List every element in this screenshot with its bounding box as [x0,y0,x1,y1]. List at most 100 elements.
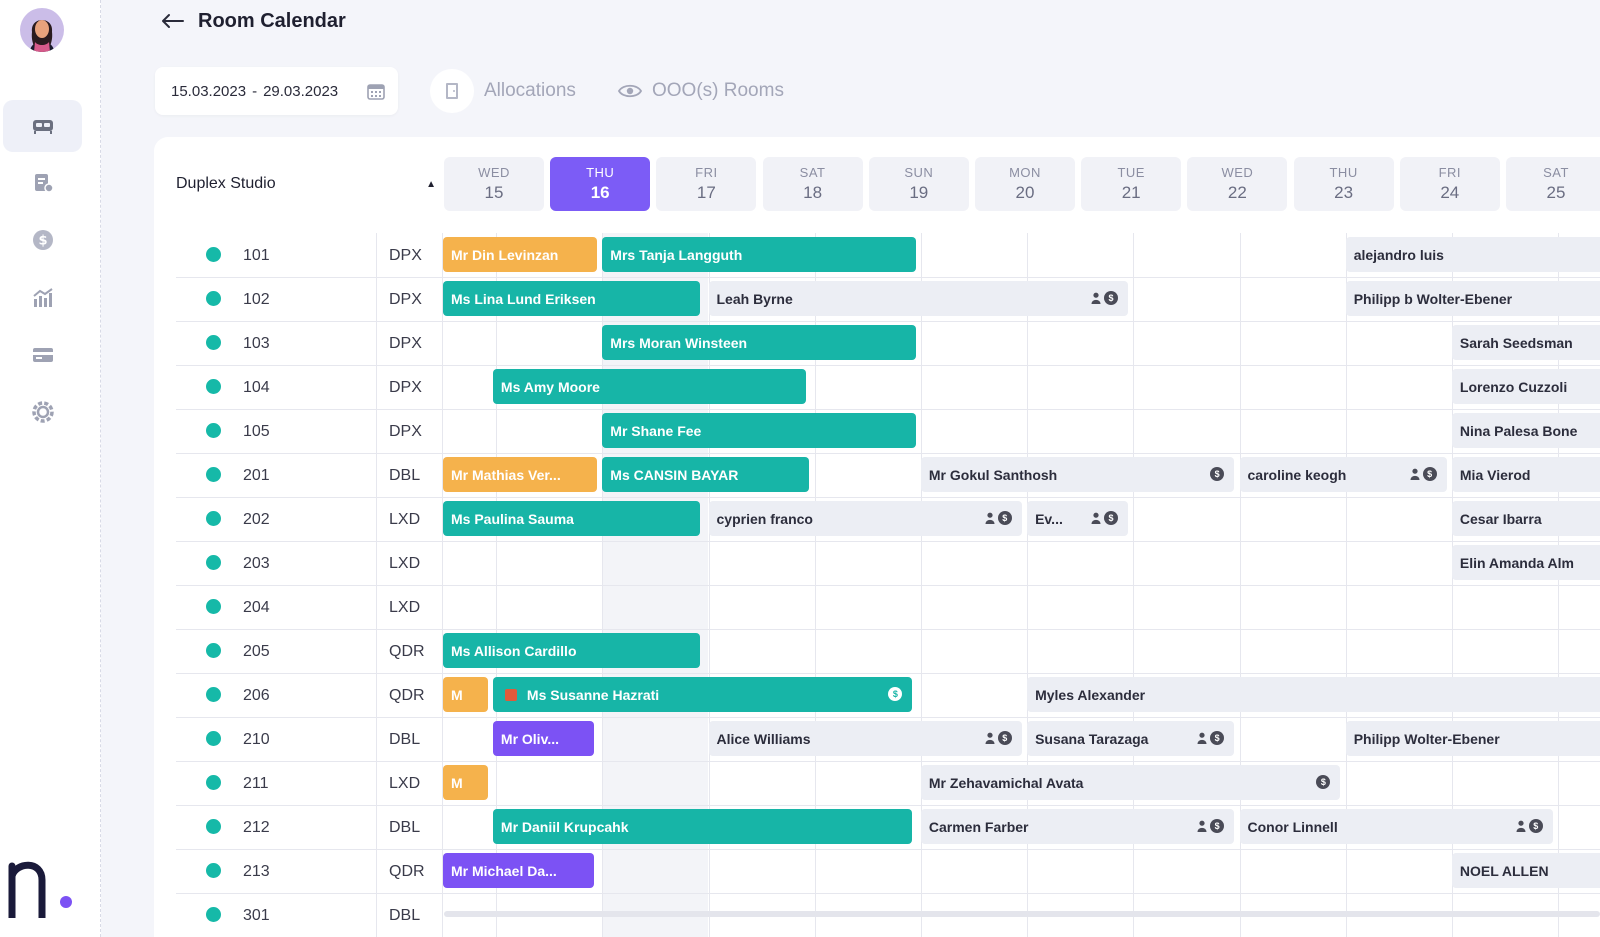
booking-bar[interactable]: M [443,765,488,800]
booking-bar[interactable]: Myles Alexander [1027,677,1600,712]
ooo-rooms-button[interactable]: OOO(s) Rooms [618,68,784,114]
booking-bar[interactable]: Ms CANSIN BAYAR [602,457,810,492]
booking-bar[interactable]: Ev... $ [1027,501,1128,536]
day-of-week: THU [586,165,615,180]
nav-reservations[interactable] [3,157,82,209]
booking-bar[interactable]: cyprien franco $ [708,501,1022,536]
day-number: 15 [484,183,504,202]
day-header-18[interactable]: SAT 18 [762,157,863,211]
day-of-week: WED [1221,165,1254,180]
room-row[interactable]: 205 QDR [176,629,442,673]
room-row[interactable]: 102 DPX [176,277,442,321]
booking-bar[interactable]: Alice Williams $ [708,721,1022,756]
room-type-selector[interactable]: Duplex Studio ▲ [176,175,436,193]
nav-payments[interactable] [3,329,82,381]
room-number: 206 [243,687,270,704]
booking-bar[interactable]: Cesar Ibarra [1451,501,1600,536]
booking-bar[interactable]: Carmen Farber $ [920,809,1235,844]
day-header-24[interactable]: FRI 24 [1399,157,1500,211]
booking-icons: $ [1316,775,1331,789]
room-code: LXD [389,599,421,616]
back-arrow-icon[interactable] [160,11,186,31]
room-row[interactable]: 211 LXD [176,761,442,805]
booking-bar[interactable]: Leah Byrne $ [708,281,1128,316]
booking-bar[interactable]: Philipp Wolter-Ebener [1345,721,1600,756]
booking-bar[interactable]: Mrs Moran Winsteen [602,325,916,360]
row-divider [176,629,1600,630]
room-status-dot [206,555,221,570]
booking-bar[interactable]: caroline keogh $ [1239,457,1447,492]
bed-icon [32,120,53,134]
room-status-dot [206,643,221,658]
booking-bar[interactable]: Mr Mathias Ver... [443,457,597,492]
booking-bar[interactable]: Mr Din Levinzan [443,237,597,272]
sidebar: $ [0,0,101,937]
room-row[interactable]: 201 DBL [176,453,442,497]
calendar-panel: Duplex Studio ▲ WED 15 THU 16 FRI 17 SAT 18 SUN 1… [154,137,1600,937]
booking-bar[interactable]: Philipp b Wolter-Ebener [1345,281,1600,316]
date-range-picker[interactable]: 15.03.2023 - 29.03.2023 [155,67,398,115]
room-row[interactable]: 210 DBL [176,717,442,761]
booking-bar[interactable]: Mr Daniil Krupcahk [492,809,913,844]
room-status-dot [206,731,221,746]
booking-bar[interactable]: Mrs Tanja Langguth [602,237,916,272]
booking-bar[interactable]: Elin Amanda Alm [1451,545,1600,580]
nav-settings[interactable] [3,386,82,438]
date-from: 15.03.2023 [171,82,247,100]
booking-bar[interactable]: Ms Allison Cardillo [443,633,700,668]
room-status-dot [206,599,221,614]
room-row[interactable]: 213 QDR [176,849,442,893]
booking-bar[interactable]: Mr Michael Da... [443,853,594,888]
payment-icon: $ [1103,511,1118,525]
room-row[interactable]: 212 DBL [176,805,442,849]
room-row[interactable]: 202 LXD [176,497,442,541]
booking-bar[interactable]: alejandro luis [1345,237,1600,272]
allocations-button[interactable]: Allocations [430,68,576,114]
room-code: DBL [389,731,421,748]
person-icon [1516,820,1526,832]
day-header-16[interactable]: THU 16 [550,157,651,211]
booking-bar[interactable]: Sarah Seedsman [1451,325,1600,360]
room-row[interactable]: 204 LXD [176,585,442,629]
room-row[interactable]: 104 DPX [176,365,442,409]
booking-bar[interactable]: Mia Vierod [1451,457,1600,492]
day-header-20[interactable]: MON 20 [975,157,1075,211]
nav-reports[interactable] [3,272,82,324]
day-header-15[interactable]: WED 15 [444,157,544,211]
room-row[interactable]: 103 DPX [176,321,442,365]
booking-bar[interactable]: Susana Tarazaga $ [1027,721,1235,756]
booking-bar[interactable]: Mr Zehavamichal Avata $ [920,765,1341,800]
horizontal-scrollbar[interactable] [444,911,1600,917]
nav-billing[interactable]: $ [3,214,82,266]
room-row[interactable]: 101 DPX [176,233,442,277]
day-header-21[interactable]: TUE 21 [1081,157,1182,211]
booking-bar[interactable]: Ms Amy Moore [492,369,807,404]
day-header-23[interactable]: THU 23 [1293,157,1394,211]
nav-rooms[interactable] [3,100,82,152]
day-header-19[interactable]: SUN 19 [868,157,969,211]
day-header-22[interactable]: WED 22 [1187,157,1288,211]
booking-bar[interactable]: Conor Linnell $ [1239,809,1553,844]
booking-bar[interactable]: Ms Paulina Sauma [443,501,700,536]
room-row[interactable]: 203 LXD [176,541,442,585]
booking-bar[interactable]: NOEL ALLEN [1451,853,1600,888]
day-header-25[interactable]: SAT 25 [1506,157,1600,211]
booking-bar[interactable]: Nina Palesa Bone [1451,413,1600,448]
room-row[interactable]: 301 DBL [176,893,442,937]
booking-bar[interactable]: Mr Gokul Santhosh $ [920,457,1235,492]
guest-name: Carmen Farber [928,818,1029,835]
booking-bar[interactable]: Ms Lina Lund Eriksen [443,281,700,316]
booking-bar[interactable]: Mr Shane Fee [602,413,916,448]
booking-bar[interactable]: Ms Susanne Hazrati $ [492,677,913,712]
avatar[interactable] [20,8,64,52]
room-row[interactable]: 206 QDR [176,673,442,717]
day-header-17[interactable]: FRI 17 [656,157,757,211]
room-row[interactable]: 105 DPX [176,409,442,453]
payment-icon: $ [1422,467,1437,481]
booking-bar[interactable]: Mr Oliv... [492,721,594,756]
room-status-dot [206,423,221,438]
guest-name: Myles Alexander [1035,686,1146,703]
booking-bar[interactable]: M [443,677,488,712]
calendar-icon[interactable] [366,81,386,101]
booking-bar[interactable]: Lorenzo Cuzzoli [1451,369,1600,404]
